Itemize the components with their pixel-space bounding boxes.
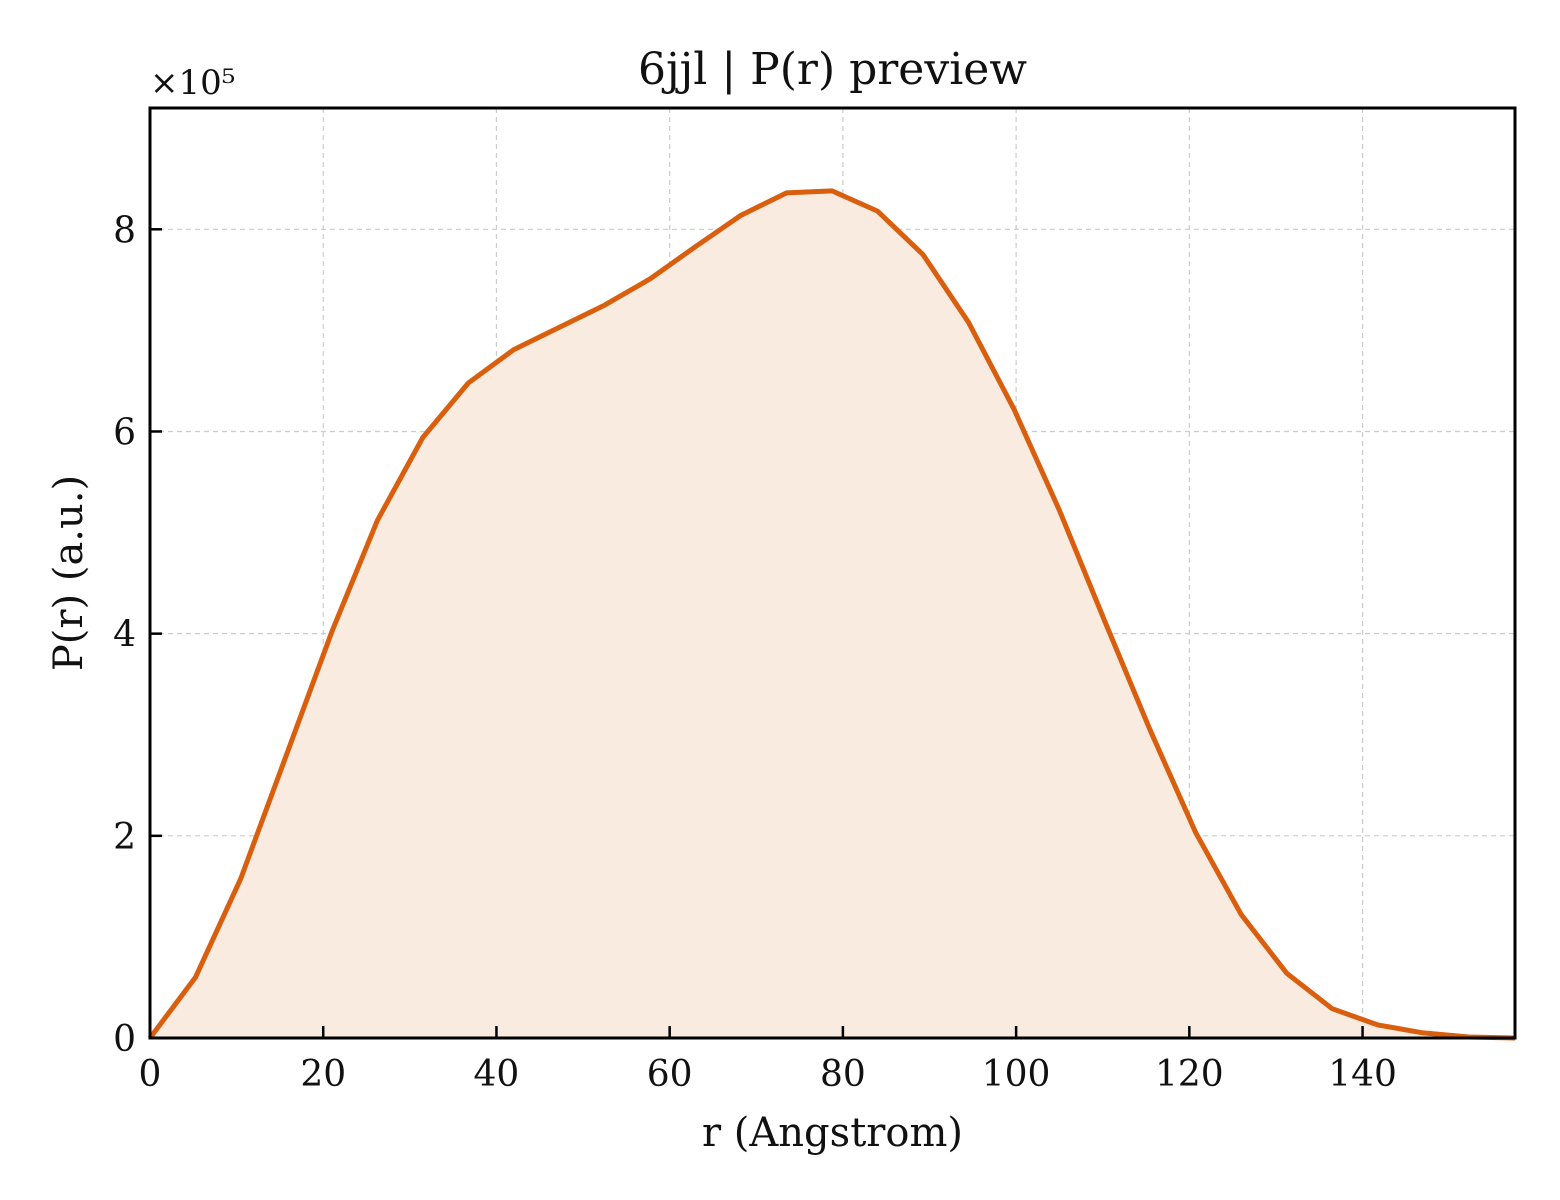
x-tick-label: 60 xyxy=(647,1054,693,1095)
pr-area-fill xyxy=(150,190,1515,1038)
y-tick-label: 2 xyxy=(113,817,136,858)
x-tick-label: 0 xyxy=(139,1054,162,1095)
x-tick-label: 120 xyxy=(1155,1054,1224,1095)
x-tick-label: 140 xyxy=(1328,1054,1397,1095)
y-tick-label: 4 xyxy=(113,615,136,656)
y-tick-label: 8 xyxy=(113,210,136,251)
x-tick-label: 80 xyxy=(820,1054,866,1095)
x-tick-label: 40 xyxy=(474,1054,520,1095)
y-axis-label: P(r) (a.u.) xyxy=(46,475,92,671)
y-tick-label: 6 xyxy=(113,412,136,453)
y-scale-multiplier: ×10⁵ xyxy=(150,63,235,103)
tick-labels: 0 20 40 60 80 100 120 140 0 2 4 6 8 xyxy=(113,210,1397,1095)
x-tick-label: 20 xyxy=(300,1054,346,1095)
plot-frame xyxy=(148,106,1517,1040)
chart-title: 6jjl | P(r) preview xyxy=(638,44,1027,95)
x-axis-label: r (Angstrom) xyxy=(702,1110,963,1156)
x-tick-label: 100 xyxy=(982,1054,1051,1095)
y-tick-label: 0 xyxy=(113,1019,136,1060)
pr-series-line xyxy=(147,188,1516,1041)
axis-ticks xyxy=(148,228,1364,1040)
